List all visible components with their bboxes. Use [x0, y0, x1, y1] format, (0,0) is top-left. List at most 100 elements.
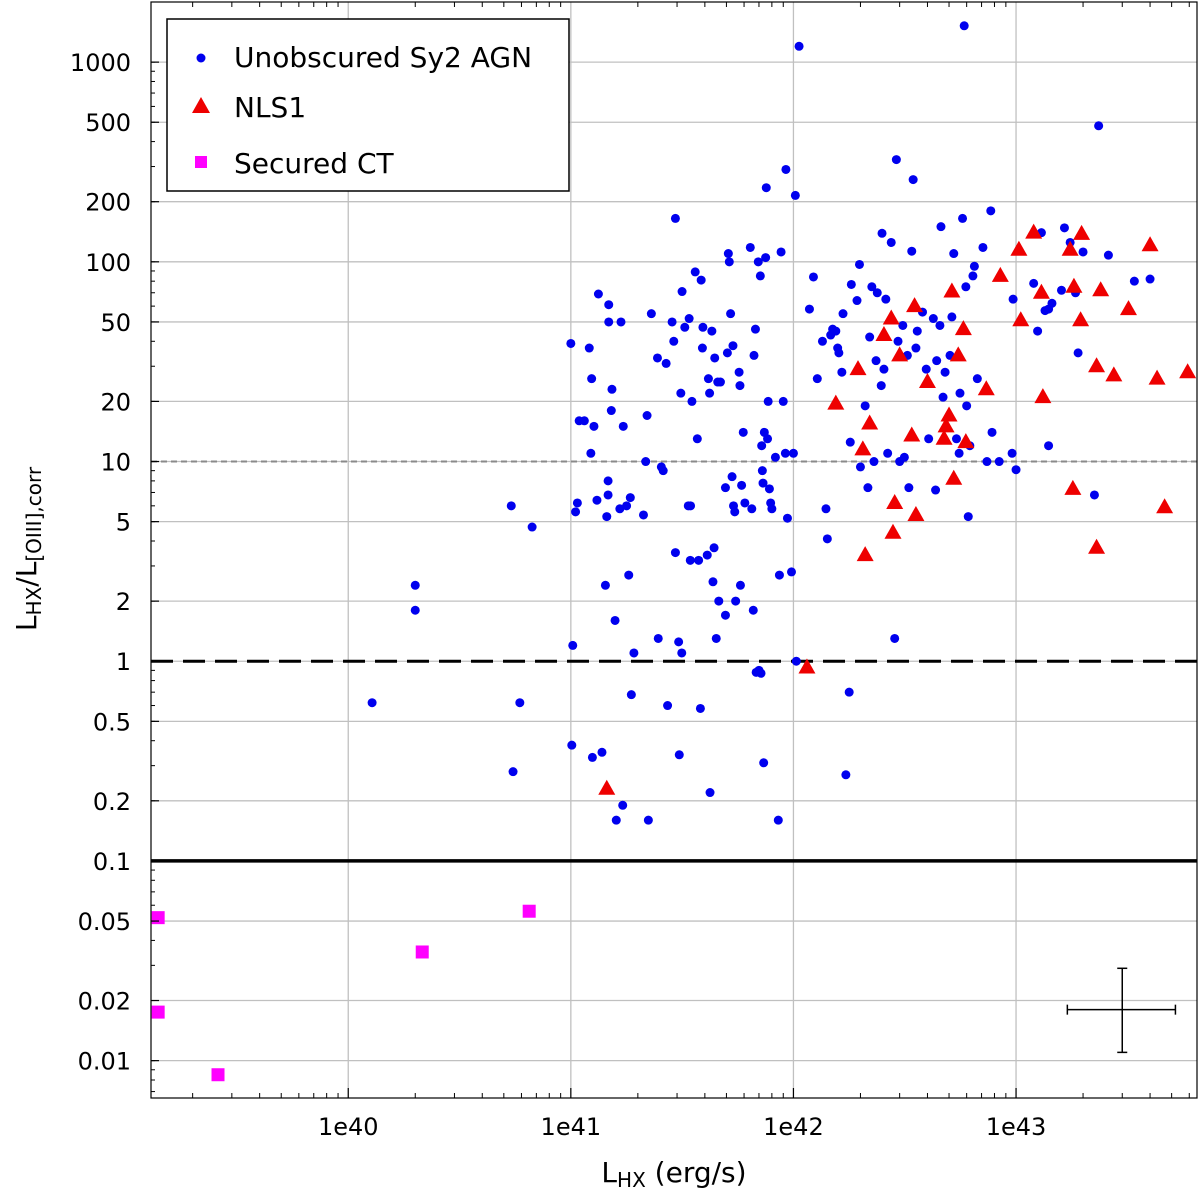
unobscured-sy2-point: [845, 437, 855, 447]
unobscured-sy2-point: [670, 213, 680, 223]
unobscured-sy2-point: [702, 550, 712, 560]
nls1-point: [1179, 363, 1197, 379]
unobscured-sy2-point: [904, 483, 914, 493]
unobscured-sy2-point: [969, 261, 979, 271]
unobscured-sy2-point: [646, 309, 656, 319]
unobscured-sy2-point: [761, 253, 771, 263]
nls1-point: [1141, 236, 1159, 252]
unobscured-sy2-point: [907, 246, 917, 256]
unobscured-sy2-point: [715, 377, 725, 387]
unobscured-sy2-point: [720, 610, 730, 620]
nls1-point: [918, 373, 936, 389]
y-axis-title-mid: /L: [10, 561, 43, 586]
unobscured-sy2-point: [687, 396, 697, 406]
unobscured-sy2-point: [600, 580, 610, 590]
y-axis-title-sub: HX: [22, 586, 46, 615]
unobscured-sy2-point: [603, 476, 613, 486]
unobscured-sy2-point: [865, 332, 875, 342]
nls1-point: [1072, 311, 1090, 327]
nls1-point: [977, 380, 995, 396]
unobscured-sy2-point: [764, 484, 774, 494]
unobscured-sy2-point: [508, 767, 518, 777]
unobscured-sy2-point: [886, 237, 896, 247]
secured-ct-point: [522, 904, 536, 918]
nls1-point: [1156, 498, 1174, 514]
unobscured-sy2-point: [611, 815, 621, 825]
unobscured-sy2-point: [670, 548, 680, 558]
nls1-point: [1065, 277, 1083, 293]
y-tick-label: 100: [85, 249, 131, 277]
unobscured-sy2-point: [568, 640, 578, 650]
unobscured-sy2-point: [947, 312, 957, 322]
unobscured-sy2-point: [410, 580, 420, 590]
unobscured-sy2-point: [730, 507, 740, 517]
unobscured-sy2-point: [625, 493, 635, 503]
unobscured-sy2-point: [1073, 348, 1083, 358]
unobscured-sy2-point: [592, 495, 602, 505]
legend-label-ct: Secured CT: [234, 147, 394, 180]
unobscured-sy2-point: [1008, 294, 1018, 304]
unobscured-sy2-point: [753, 257, 763, 267]
unobscured-sy2-point: [750, 324, 760, 334]
nls1-point: [937, 417, 955, 433]
x-tick-label: 1e41: [541, 1113, 602, 1141]
unobscured-sy2-point: [994, 457, 1004, 467]
nls1-point: [1105, 366, 1123, 382]
nls1-point: [954, 320, 972, 336]
secured-ct-point: [151, 1005, 165, 1019]
unobscured-sy2-point: [663, 701, 673, 711]
x-tick-label: 1e42: [763, 1113, 824, 1141]
unobscured-sy2-point: [1044, 441, 1054, 451]
unobscured-sy2-point: [692, 434, 702, 444]
unobscured-sy2-point: [860, 401, 870, 411]
nls1-point: [1073, 224, 1091, 240]
unobscured-sy2-point: [694, 555, 704, 565]
y-tick-label: 0.2: [93, 788, 131, 816]
unobscured-sy2-point: [804, 304, 814, 314]
unobscured-sy2-point: [653, 633, 663, 643]
unobscured-sy2-point: [731, 596, 741, 606]
unobscured-sy2-point: [812, 374, 822, 384]
unobscured-sy2-point: [624, 570, 634, 580]
nls1-point: [1010, 240, 1028, 256]
unobscured-sy2-point: [604, 300, 614, 310]
legend: Unobscured Sy2 AGN NLS1 Secured CT: [166, 18, 570, 192]
y-axis-title-sub2: [OIII],corr: [22, 466, 46, 562]
unobscured-sy2-point: [757, 466, 767, 476]
unobscured-sy2-point: [1145, 274, 1155, 284]
unobscured-sy2-point: [618, 421, 628, 431]
unobscured-sy2-point: [758, 478, 768, 488]
unobscured-sy2-point: [763, 396, 773, 406]
unobscured-sy2-point: [767, 504, 777, 514]
unobscured-sy2-point: [686, 501, 696, 511]
y-tick-label: 20: [100, 388, 131, 416]
unobscured-sy2-point: [603, 490, 613, 500]
y-tick-label: 0.02: [78, 988, 131, 1016]
unobscured-sy2-point: [770, 452, 780, 462]
unobscured-sy2-point: [748, 605, 758, 615]
unobscured-sy2-point: [958, 213, 968, 223]
unobscured-sy2-point: [986, 206, 996, 216]
unobscured-sy2-point: [924, 434, 934, 444]
nls1-point: [856, 546, 874, 562]
unobscured-sy2-point: [367, 698, 377, 708]
nls1-point: [957, 433, 975, 449]
y-tick-label: 1000: [70, 49, 131, 77]
nls1-point: [827, 394, 845, 410]
unobscured-sy2-point: [844, 687, 854, 697]
unobscured-sy2-point: [604, 317, 614, 327]
legend-marker-ct: [195, 156, 207, 168]
x-axis-title: LHX (erg/s): [601, 1156, 746, 1192]
unobscured-sy2-point: [515, 698, 525, 708]
unobscured-sy2-point: [972, 374, 982, 384]
unobscured-sy2-point: [506, 501, 516, 511]
y-tick-label: 0.5: [93, 708, 131, 736]
unobscured-sy2-point: [658, 466, 668, 476]
unobscured-sy2-point: [968, 271, 978, 281]
unobscured-sy2-point: [921, 364, 931, 374]
nls1-point: [945, 469, 963, 485]
unobscured-sy2-point: [872, 288, 882, 298]
unobscured-sy2-point: [757, 441, 767, 451]
unobscured-sy2-point: [959, 21, 969, 31]
y-axis-ticks: 1000 500 200 100 50 20 10 5 2 1 0.5 0.2 0.1 0.05 0.02 0…: [70, 49, 159, 1093]
